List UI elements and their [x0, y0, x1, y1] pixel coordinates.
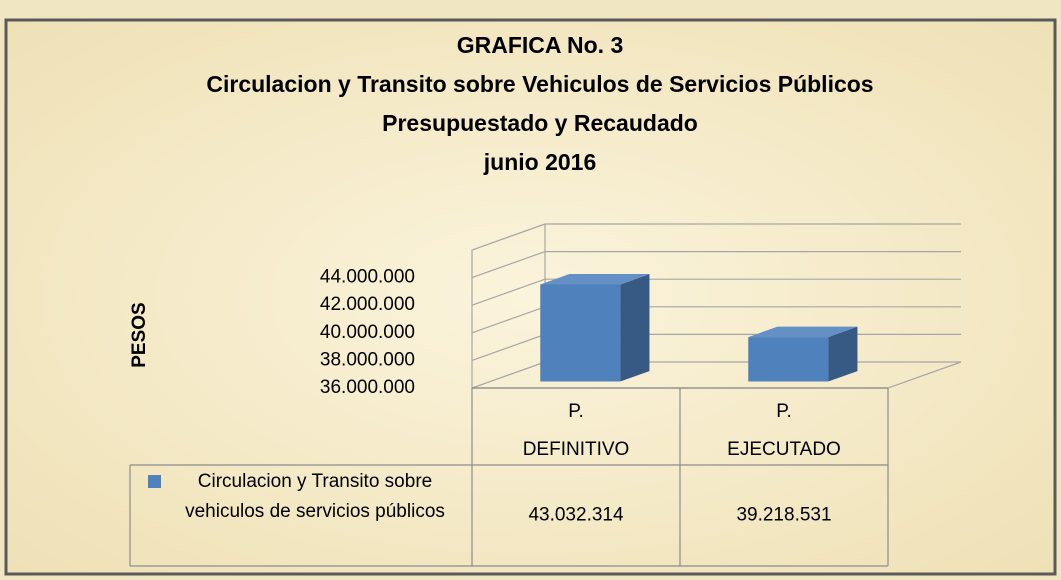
chart-title: GRAFICA No. 3 — [457, 32, 624, 58]
y-tick-label: 40.000.000 — [320, 322, 415, 343]
bar — [748, 326, 858, 382]
legend-label: Circulacion y Transito sobre vehiculos d… — [185, 471, 445, 522]
x-tick-label: P. EJECUTADO — [727, 401, 841, 460]
grid-line — [471, 278, 961, 306]
y-tick-label: 42.000.000 — [320, 294, 415, 315]
bar-front — [540, 284, 621, 382]
x-tick-label-line: P. — [776, 401, 792, 422]
legend-swatch — [148, 475, 161, 488]
y-tick-label: 36.000.000 — [320, 377, 415, 398]
y-axis-label: PESOS — [129, 302, 150, 367]
y-tick-label: 44.000.000 — [320, 267, 415, 288]
wall-edge — [471, 223, 961, 388]
legend-label-text: Circulacion y Transito sobre vehiculos d… — [185, 471, 445, 522]
bar-side — [620, 274, 650, 382]
x-tick-label-line: P. — [568, 401, 584, 422]
x-tick-label-line: DEFINITIVO — [523, 439, 630, 460]
bar-front — [748, 337, 829, 382]
grid-line — [471, 251, 961, 279]
bar-top — [540, 274, 650, 285]
bar-top — [748, 326, 858, 338]
x-tick-label-line: EJECUTADO — [727, 439, 841, 460]
chart-title: Circulacion y Transito sobre Vehiculos d… — [206, 71, 873, 97]
data-table-value: 39.218.531 — [736, 505, 831, 526]
bar — [540, 274, 650, 382]
x-tick-label: P. DEFINITIVO — [523, 401, 630, 460]
chart-title: junio 2016 — [483, 149, 596, 175]
bar-side — [828, 326, 858, 382]
y-tick-label: 38.000.000 — [320, 349, 415, 370]
data-table-value: 43.032.314 — [528, 505, 624, 526]
chart-title: Presupuestado y Recaudado — [382, 110, 698, 136]
chart-frame — [4, 18, 1057, 576]
